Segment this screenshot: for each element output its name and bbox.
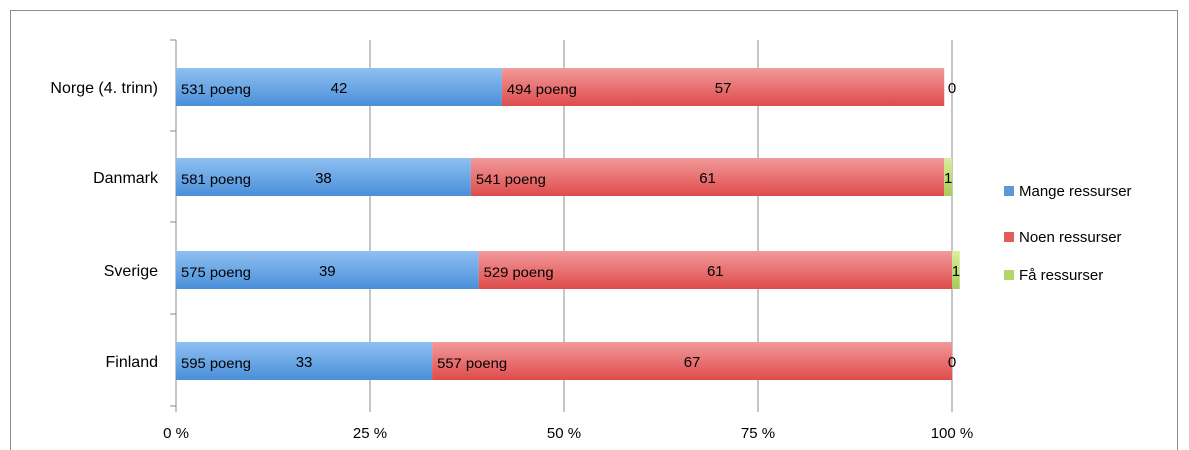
x-tick-label: 0 %: [163, 425, 189, 442]
score-label: 581 poeng: [181, 171, 251, 187]
data-label: 61: [699, 170, 716, 187]
bar-segment: [501, 68, 945, 106]
chart-frame: [10, 10, 1178, 450]
legend-swatch: [1004, 232, 1014, 242]
score-label: 575 poeng: [181, 264, 251, 280]
legend-label: Noen ressurser: [1019, 229, 1122, 246]
score-label: 595 poeng: [181, 355, 251, 371]
legend-swatch: [1004, 186, 1014, 196]
bar-segment: [176, 251, 479, 289]
category-label: Danmark: [93, 170, 159, 187]
data-label: 39: [319, 263, 336, 280]
x-tick-label: 75 %: [741, 425, 775, 442]
score-label: 494 poeng: [507, 81, 577, 97]
data-label: 57: [715, 80, 732, 97]
x-tick-label: 50 %: [547, 425, 581, 442]
bar-segment: [478, 251, 952, 289]
data-label: 0: [948, 354, 956, 371]
bar-segment: [944, 158, 952, 196]
data-label: 1: [944, 170, 952, 187]
bar-segment: [432, 342, 953, 380]
bar-segment: [952, 251, 960, 289]
data-label: 61: [707, 263, 724, 280]
data-label: 38: [315, 170, 332, 187]
x-tick-label: 100 %: [931, 425, 974, 442]
legend-label: Få ressurser: [1019, 267, 1103, 284]
score-label: 531 poeng: [181, 81, 251, 97]
data-label: 67: [684, 354, 701, 371]
score-label: 557 poeng: [437, 355, 507, 371]
data-label: 42: [331, 80, 348, 97]
category-label: Sverige: [104, 263, 158, 280]
x-tick-label: 25 %: [353, 425, 387, 442]
bar-segment: [470, 158, 945, 196]
legend-label: Mange ressurser: [1019, 183, 1132, 200]
category-label: Finland: [106, 354, 158, 371]
legend-swatch: [1004, 270, 1014, 280]
data-label: 33: [296, 354, 313, 371]
category-label: Norge (4. trinn): [50, 80, 158, 97]
bar-segment: [176, 68, 502, 106]
score-label: 541 poeng: [476, 171, 546, 187]
bar-segment: [176, 158, 471, 196]
score-label: 529 poeng: [484, 264, 554, 280]
data-label: 1: [952, 263, 960, 280]
bar-segment: [176, 342, 433, 380]
data-label: 0: [948, 80, 956, 97]
